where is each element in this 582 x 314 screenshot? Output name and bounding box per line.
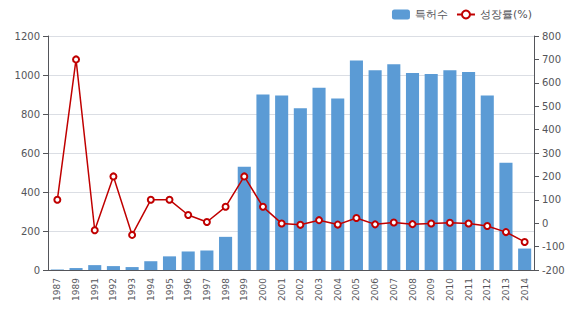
svg-text:2001: 2001 [277,278,287,301]
svg-text:특허수: 특허수 [415,8,448,21]
svg-text:0: 0 [34,265,40,276]
svg-text:2000: 2000 [258,278,268,301]
svg-text:성장률(%): 성장률(%) [480,8,532,21]
svg-text:2013: 2013 [501,278,511,301]
svg-text:-200: -200 [542,265,565,276]
svg-text:2003: 2003 [314,278,324,301]
svg-text:500: 500 [542,101,561,112]
svg-text:600: 600 [542,77,561,88]
svg-text:800: 800 [542,31,561,42]
svg-text:2004: 2004 [333,278,343,301]
svg-text:200: 200 [542,171,561,182]
svg-text:-100: -100 [542,241,565,252]
svg-text:0: 0 [542,218,548,229]
svg-text:100: 100 [542,194,561,205]
svg-text:300: 300 [542,148,561,159]
svg-text:2011: 2011 [464,278,474,301]
svg-text:1994: 1994 [146,278,156,301]
svg-text:2010: 2010 [445,278,455,301]
svg-text:200: 200 [21,226,40,237]
svg-text:2012: 2012 [482,278,492,301]
svg-text:1999: 1999 [239,278,249,301]
svg-text:2007: 2007 [389,278,399,301]
svg-text:1997: 1997 [202,278,212,301]
svg-text:1200: 1200 [15,31,40,42]
svg-text:2005: 2005 [351,278,361,301]
svg-text:1996: 1996 [183,278,193,301]
svg-text:1000: 1000 [15,70,40,81]
svg-text:1998: 1998 [221,278,231,301]
svg-text:1989: 1989 [71,278,81,301]
svg-text:2006: 2006 [370,278,380,301]
svg-text:2008: 2008 [408,278,418,301]
svg-text:1993: 1993 [127,278,137,301]
svg-text:1991: 1991 [90,278,100,301]
svg-text:2014: 2014 [520,278,530,301]
svg-text:1987: 1987 [52,278,62,301]
svg-text:800: 800 [21,109,40,120]
svg-text:700: 700 [542,54,561,65]
svg-text:1992: 1992 [108,278,118,301]
svg-text:400: 400 [21,187,40,198]
svg-text:400: 400 [542,124,561,135]
svg-text:2009: 2009 [426,278,436,301]
svg-text:1995: 1995 [165,278,175,301]
svg-text:2002: 2002 [295,278,305,301]
svg-text:600: 600 [21,148,40,159]
